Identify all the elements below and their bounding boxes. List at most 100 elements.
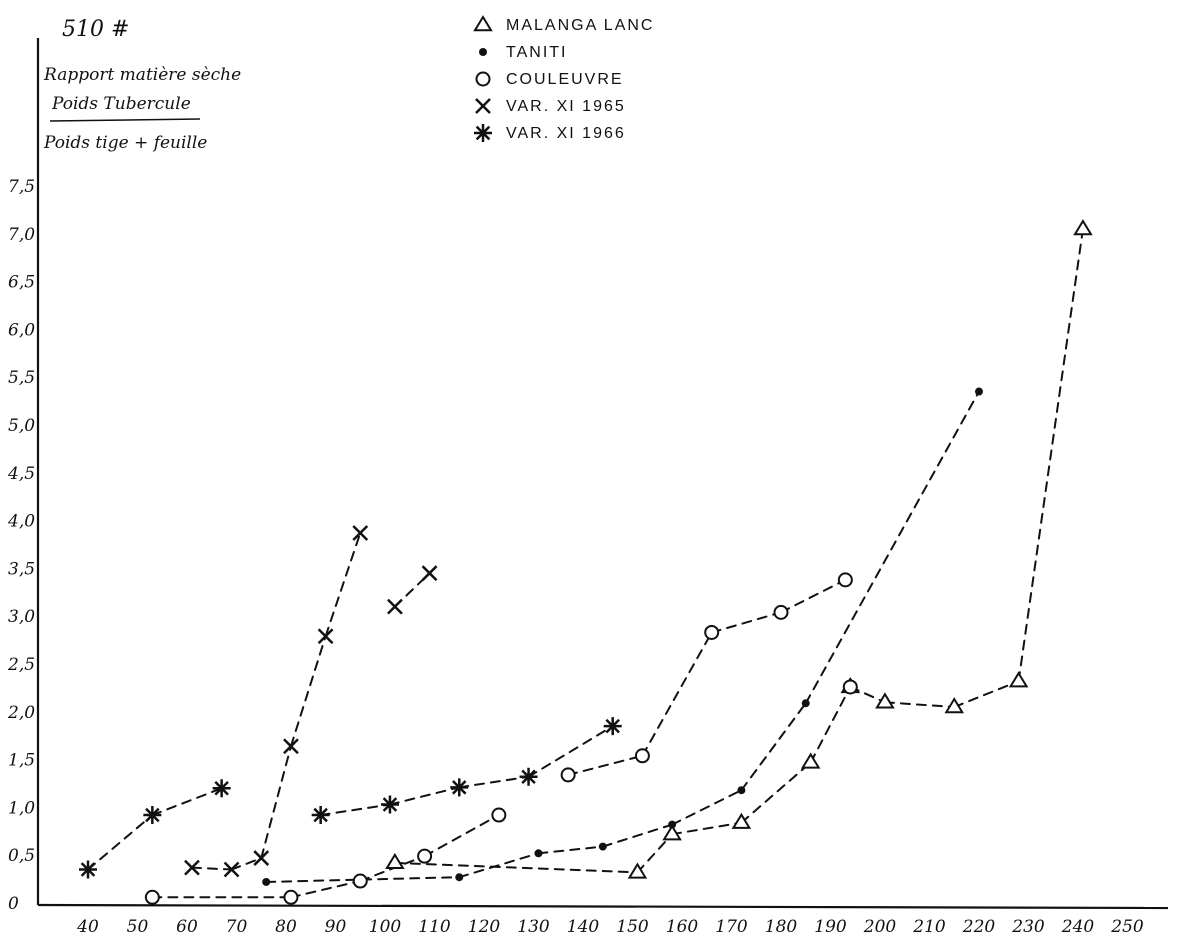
- data-point-shape: [144, 889, 160, 905]
- y-tick-labels: 0 0,5 1,0 1,5 2,0 2,5 3,0 3,5 4,0 4,5 5,0 5,5 6,0 6,5…: [7, 177, 35, 914]
- data-point-shape: [385, 852, 405, 870]
- y-axis-title-line-1: Rapport matière sèche: [43, 65, 241, 85]
- series-line-segment: [883, 701, 956, 709]
- y-tick-label: 4,0: [7, 512, 35, 532]
- data-point: [598, 842, 607, 851]
- series-line-var-xi-1965: [190, 532, 431, 871]
- series-line-segment: [671, 789, 743, 826]
- series-line-segment: [953, 680, 1020, 709]
- series-line-segment: [537, 845, 604, 855]
- legend-label: COULEUVRE: [506, 71, 624, 88]
- legend-marker-asterisk: [474, 124, 492, 142]
- data-point: [311, 806, 330, 825]
- y-axis-title-line-2: Poids Tubercule: [51, 94, 191, 114]
- data-point: [560, 767, 576, 783]
- series-line-segment: [260, 745, 292, 860]
- x-tick-label: 150: [616, 917, 649, 937]
- legend-marker-triangle-shape: [473, 15, 493, 32]
- y-tick-label: 5,0: [8, 416, 35, 436]
- series-line-segment: [151, 787, 223, 817]
- legend-marker-circle-shape: [475, 71, 491, 87]
- data-point-shape: [627, 862, 648, 879]
- data-point-shape: [634, 748, 650, 764]
- data-point: [801, 699, 810, 708]
- series-line-segment: [324, 532, 362, 638]
- page-mark: 510 #: [62, 17, 129, 42]
- series-markers-couleuvre: [144, 572, 858, 905]
- data-point: [223, 861, 240, 878]
- legend-marker-circle: [475, 71, 491, 87]
- data-point: [262, 877, 271, 886]
- x-tick-label: 90: [325, 917, 347, 937]
- data-point: [842, 679, 858, 695]
- data-point: [352, 873, 368, 889]
- x-tick-labels: 40 50 60 70 80 90 100 110 120 130 140 150 160 170 180 1…: [76, 917, 1144, 937]
- data-point-shape: [283, 889, 299, 905]
- page-mark-text: 510 #: [62, 17, 129, 42]
- series-line-segment: [710, 611, 782, 634]
- series-markers-malanga-lanc: [385, 219, 1093, 879]
- data-point-shape: [603, 717, 622, 736]
- series-line-segment: [393, 861, 639, 874]
- series-line-couleuvre: [151, 578, 847, 899]
- y-tick-label: 3,5: [8, 559, 35, 579]
- data-point: [519, 767, 538, 786]
- series-line-segment: [319, 803, 391, 817]
- data-point-shape: [944, 697, 965, 714]
- data-point-shape: [801, 699, 810, 708]
- data-point: [212, 779, 231, 798]
- data-point-shape: [534, 849, 543, 858]
- data-point: [800, 752, 821, 769]
- x-tick-label: 170: [715, 917, 748, 937]
- y-tick-label: 2,0: [7, 703, 35, 723]
- x-tick-label: 50: [127, 917, 149, 937]
- data-point: [875, 692, 895, 709]
- series-markers: [79, 219, 1093, 905]
- data-point: [534, 849, 543, 858]
- data-point-shape: [975, 387, 983, 396]
- data-point: [634, 748, 650, 764]
- y-tick-label: 1,5: [8, 751, 35, 771]
- data-point: [253, 850, 270, 866]
- y-tick-label: 6,0: [8, 320, 35, 340]
- data-point-shape: [1008, 671, 1029, 688]
- data-point-shape: [311, 806, 330, 825]
- series-line-segment: [567, 754, 644, 776]
- x-tick-label: 100: [369, 917, 402, 937]
- y-axis-title-fraction-bar: [49, 118, 201, 122]
- data-point-shape: [380, 795, 399, 814]
- x-axis-line: [37, 903, 1169, 910]
- legend-label: MALANGA LANC: [506, 17, 654, 34]
- data-point-shape: [837, 572, 853, 588]
- series-line-segment: [87, 814, 154, 871]
- series-line-segment: [601, 823, 674, 848]
- legend: MALANGA LANC TANITI COULEUVRE VAR. XI 1965 V…: [473, 15, 654, 142]
- x-tick-label: 60: [176, 917, 198, 937]
- x-tick-label: 250: [1110, 917, 1144, 937]
- data-point: [455, 873, 464, 882]
- series-line-segment: [230, 857, 263, 871]
- series-line-segment: [809, 685, 852, 764]
- data-point: [283, 738, 299, 755]
- data-point: [668, 820, 677, 829]
- data-point: [1073, 219, 1093, 236]
- y-tick-label: 7,5: [8, 177, 35, 197]
- series-markers-taniti: [262, 387, 983, 886]
- legend-marker-triangle: [473, 15, 493, 32]
- series-line-segment: [804, 390, 980, 705]
- legend-marker-x: [475, 98, 491, 114]
- data-point-shape: [731, 812, 752, 829]
- data-point-shape: [519, 767, 538, 786]
- series-line-segment: [527, 725, 614, 778]
- data-point-shape: [352, 525, 369, 541]
- x-tick-label: 180: [765, 917, 798, 937]
- y-tick-label: 3,0: [8, 607, 35, 627]
- series-line-segment: [641, 631, 713, 757]
- data-point-shape: [598, 842, 607, 851]
- data-point-shape: [491, 807, 507, 823]
- data-point: [380, 795, 399, 814]
- series-line-segment: [423, 814, 500, 858]
- data-point-shape: [417, 848, 433, 864]
- series-markers-var-xi-1966: [79, 717, 622, 879]
